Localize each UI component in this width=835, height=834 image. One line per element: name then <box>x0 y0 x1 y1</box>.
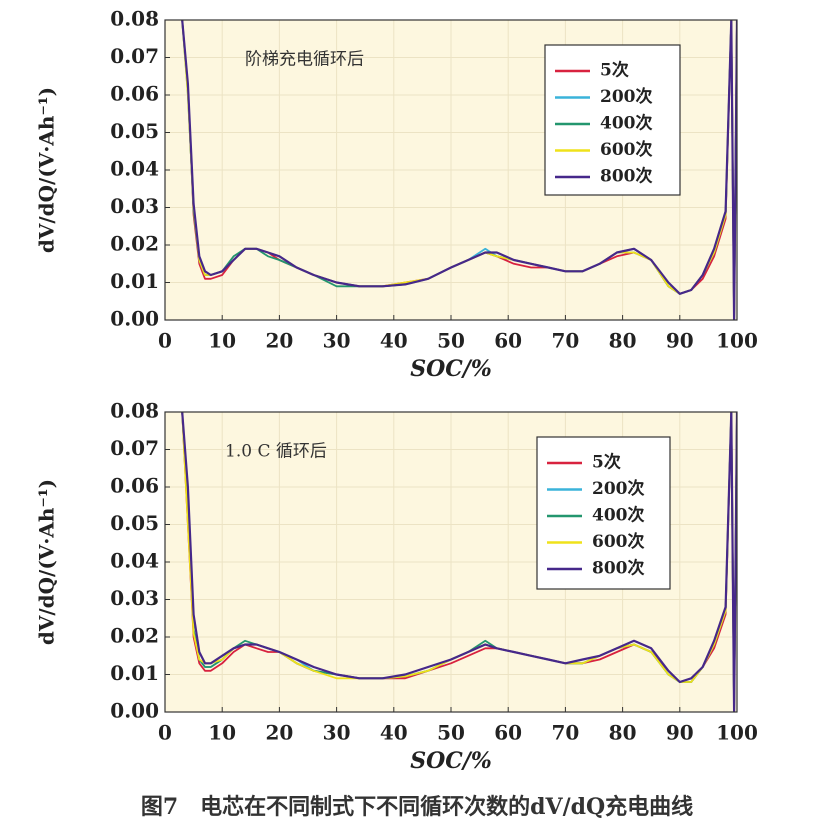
x-tick-label: 60 <box>494 329 522 353</box>
legend-label: 600次 <box>592 531 645 552</box>
legend-label: 5次 <box>600 60 629 81</box>
legend-label: 800次 <box>600 166 653 187</box>
y-tick-label: 0.02 <box>110 232 159 256</box>
x-axis-label: SOC/% <box>410 748 492 774</box>
x-tick-label: 10 <box>208 721 236 745</box>
legend-label: 200次 <box>592 478 645 499</box>
x-tick-label: 50 <box>437 329 465 353</box>
legend-label: 200次 <box>600 86 653 107</box>
series-line <box>181 20 737 320</box>
y-tick-label: 0.04 <box>110 157 159 181</box>
x-tick-label: 50 <box>437 721 465 745</box>
x-axis-label: SOC/% <box>410 356 492 382</box>
y-tick-label: 0.08 <box>110 399 159 423</box>
x-tick-label: 0 <box>158 329 172 353</box>
x-tick-label: 30 <box>323 721 351 745</box>
legend-label: 400次 <box>600 113 653 134</box>
y-tick-label: 0.08 <box>110 7 159 31</box>
x-tick-label: 40 <box>380 721 408 745</box>
x-tick-label: 90 <box>666 329 694 353</box>
x-tick-label: 100 <box>716 721 758 745</box>
y-tick-label: 0.07 <box>110 44 159 68</box>
x-tick-label: 70 <box>551 721 579 745</box>
x-tick-label: 100 <box>716 329 758 353</box>
x-tick-label: 60 <box>494 721 522 745</box>
y-tick-label: 0.05 <box>110 119 159 143</box>
legend-label: 5次 <box>592 452 621 473</box>
x-tick-label: 40 <box>380 329 408 353</box>
y-tick-label: 0.05 <box>110 511 159 535</box>
annotation: 阶梯充电循环后 <box>245 50 364 70</box>
x-tick-label: 80 <box>609 329 637 353</box>
y-axis-label: dV/dQ/(V·Ah⁻¹) <box>35 479 59 645</box>
x-tick-label: 20 <box>265 329 293 353</box>
x-tick-label: 80 <box>609 721 637 745</box>
y-tick-label: 0.03 <box>110 586 159 610</box>
series-line <box>181 412 737 712</box>
plot-lines <box>181 20 737 320</box>
plot-frame <box>164 19 738 321</box>
caption: 图7 电芯在不同制式下不同循环次数的dV/dQ充电曲线 <box>141 794 693 820</box>
annotation: 1.0 C 循环后 <box>225 442 327 462</box>
y-tick-label: 0.03 <box>110 194 159 218</box>
y-tick-label: 0.01 <box>110 269 159 293</box>
y-tick-label: 0.06 <box>110 82 159 106</box>
plot-frame <box>164 411 738 713</box>
plot-lines <box>181 412 737 712</box>
y-tick-label: 0.04 <box>110 549 159 573</box>
x-tick-label: 70 <box>551 329 579 353</box>
legend-label: 600次 <box>600 139 653 160</box>
y-tick-label: 0.00 <box>110 699 159 723</box>
y-axis-label: dV/dQ/(V·Ah⁻¹) <box>35 87 59 253</box>
legend-label: 800次 <box>592 558 645 579</box>
legend-label: 400次 <box>592 505 645 526</box>
y-tick-label: 0.06 <box>110 474 159 498</box>
x-tick-label: 10 <box>208 329 236 353</box>
x-tick-label: 90 <box>666 721 694 745</box>
x-tick-label: 30 <box>323 329 351 353</box>
x-tick-label: 20 <box>265 721 293 745</box>
y-tick-label: 0.02 <box>110 624 159 648</box>
y-tick-label: 0.07 <box>110 436 159 460</box>
y-tick-label: 0.01 <box>110 661 159 685</box>
x-tick-label: 0 <box>158 721 172 745</box>
y-tick-label: 0.00 <box>110 307 159 331</box>
